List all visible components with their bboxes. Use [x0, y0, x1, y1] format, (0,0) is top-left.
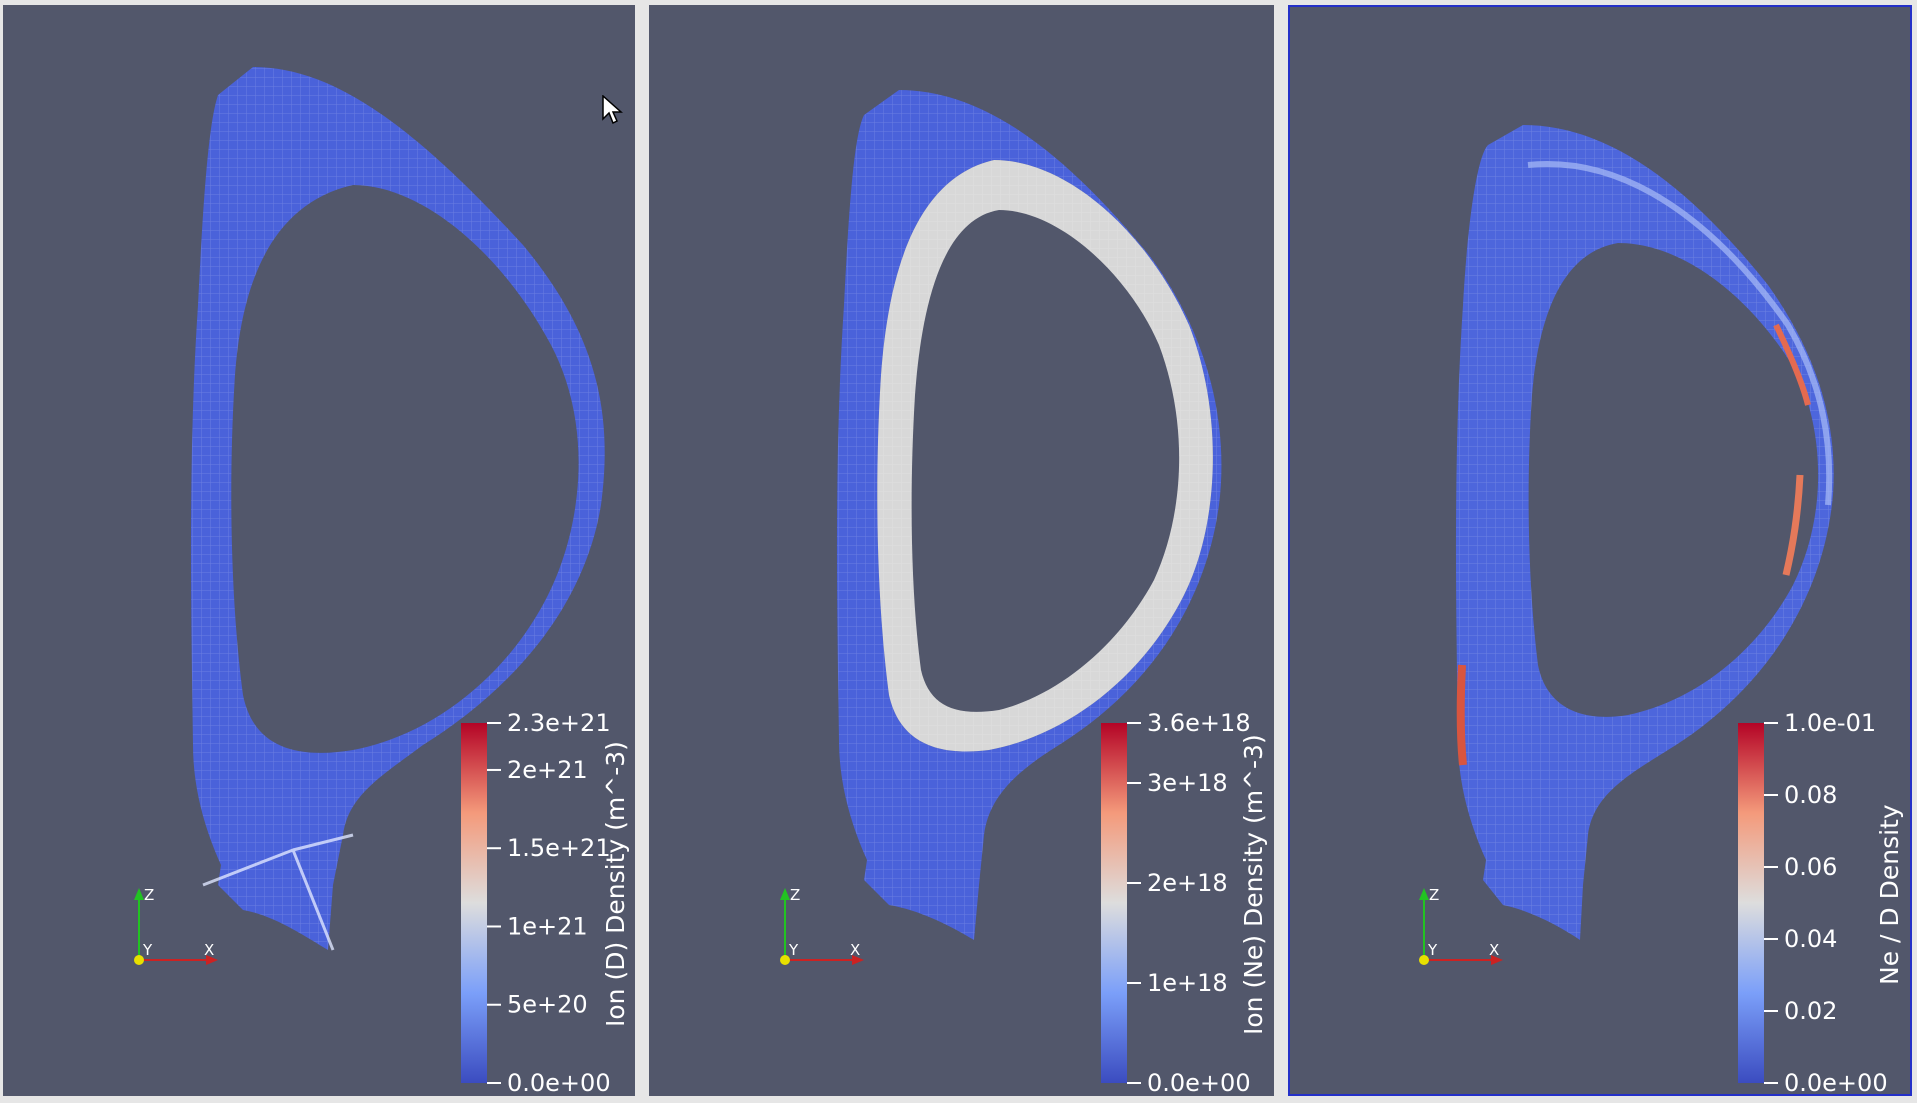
ion-ne-density-mesh-plot: Z Y X 0.0e+00 1e+18 2e+18 3e+18 3.6e+18 Ion …	[780, 90, 1268, 1096]
colorbar	[1738, 723, 1764, 1083]
ne-d-density-mesh-plot: Z Y X 0.0e+00 0.02 0.04 0.06 0.08 1.0e-01 Ne …	[1419, 125, 1904, 1096]
color-legend: 0.0e+00 1e+18 2e+18 3e+18 3.6e+18 Ion (Ne) D…	[1101, 709, 1268, 1096]
colorbar-tick-label: 1.0e-01	[1784, 709, 1876, 737]
color-legend: 0.0e+00 0.02 0.04 0.06 0.08 1.0e-01 Ne / D De…	[1738, 709, 1904, 1096]
colorbar-tick-label: 1e+18	[1147, 969, 1228, 997]
colorbar-tick-label: 0.08	[1784, 781, 1837, 809]
ion-d-density-mesh-plot: Z Y X 0.0e+00 5e+20 1e+21 1.5e+21 2e+21 2.3e+…	[134, 67, 630, 1096]
plasma-mesh	[190, 67, 605, 951]
axis-x-label: X	[204, 941, 214, 959]
axis-x-label: X	[1489, 941, 1499, 959]
render-view-ion-d-density[interactable]: Z Y X 0.0e+00 5e+20 1e+21 1.5e+21 2e+21 2.3e+…	[3, 5, 635, 1096]
axis-x-label: X	[850, 941, 860, 959]
axes-triad: Z Y X	[780, 886, 864, 965]
axis-z-label: Z	[1429, 886, 1439, 904]
render-view-ne-d-ratio[interactable]: Z Y X 0.0e+00 0.02 0.04 0.06 0.08 1.0e-01 Ne …	[1288, 5, 1912, 1096]
axis-z-label: Z	[144, 886, 154, 904]
colorbar-tick-label: 0.02	[1784, 997, 1837, 1025]
colorbar-tick-label: 3.6e+18	[1147, 709, 1251, 737]
axes-triad: Z Y X	[1419, 886, 1503, 965]
colorbar-tick-label: 0.0e+00	[507, 1069, 611, 1096]
axes-triad: Z Y X	[134, 886, 218, 965]
color-legend: 0.0e+00 5e+20 1e+21 1.5e+21 2e+21 2.3e+21 Ion…	[461, 709, 630, 1096]
plasma-mesh	[836, 90, 1222, 940]
render-view-ion-ne-density[interactable]: Z Y X 0.0e+00 1e+18 2e+18 3e+18 3.6e+18 Ion …	[649, 5, 1274, 1096]
colorbar-tick-label: 1e+21	[507, 912, 588, 940]
axis-z-label: Z	[790, 886, 800, 904]
colorbar-title: Ion (Ne) Density (m^-3)	[1239, 734, 1268, 1035]
colorbar	[461, 723, 487, 1083]
axis-y-label: Y	[142, 941, 153, 959]
colorbar-tick-label: 2.3e+21	[507, 709, 611, 737]
colorbar-tick-label: 0.06	[1784, 853, 1837, 881]
colorbar-tick-label: 1.5e+21	[507, 834, 611, 862]
plasma-mesh	[1455, 125, 1834, 940]
colorbar-tick-label: 0.0e+00	[1784, 1069, 1888, 1096]
axis-y-label: Y	[1427, 941, 1438, 959]
colorbar-tick-label: 0.04	[1784, 925, 1837, 953]
mouse-cursor-icon	[602, 95, 623, 125]
colorbar-tick-label: 3e+18	[1147, 769, 1228, 797]
colorbar-title: Ion (D) Density (m^-3)	[601, 741, 630, 1027]
axis-y-label: Y	[788, 941, 799, 959]
colorbar-tick-label: 0.0e+00	[1147, 1069, 1251, 1096]
colorbar-tick-label: 2e+21	[507, 756, 588, 784]
colorbar-tick-label: 5e+20	[507, 991, 588, 1019]
colorbar-title: Ne / D Density	[1875, 804, 1904, 985]
colorbar-tick-label: 2e+18	[1147, 869, 1228, 897]
colorbar	[1101, 723, 1127, 1083]
